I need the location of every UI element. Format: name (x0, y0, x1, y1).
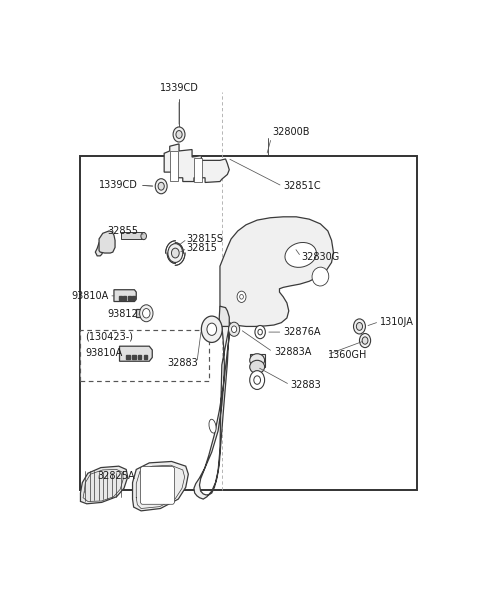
Polygon shape (219, 306, 229, 334)
Ellipse shape (312, 267, 329, 286)
Text: 32800B: 32800B (272, 127, 310, 137)
Text: 32855: 32855 (107, 226, 138, 236)
Polygon shape (136, 310, 144, 317)
Ellipse shape (250, 360, 264, 373)
Polygon shape (220, 217, 334, 326)
Text: 32883A: 32883A (274, 347, 311, 357)
Circle shape (240, 295, 243, 299)
Text: 1339CD: 1339CD (99, 180, 138, 190)
Text: 32883: 32883 (167, 357, 198, 368)
Circle shape (171, 248, 179, 258)
Circle shape (254, 376, 261, 384)
Bar (250, 354, 264, 367)
Circle shape (228, 322, 240, 336)
Circle shape (353, 319, 365, 334)
Text: 1339CD: 1339CD (160, 83, 198, 93)
Text: 93810A: 93810A (85, 348, 122, 358)
Circle shape (158, 182, 164, 190)
Text: 32815S: 32815S (186, 234, 224, 244)
Circle shape (140, 305, 153, 322)
Circle shape (168, 244, 183, 263)
Bar (132, 354, 135, 359)
Bar (138, 354, 142, 359)
Circle shape (258, 329, 263, 335)
Circle shape (176, 131, 182, 139)
Bar (126, 354, 130, 359)
Circle shape (231, 326, 237, 332)
Bar (81, 156, 417, 489)
Circle shape (356, 323, 362, 331)
Polygon shape (99, 231, 115, 253)
Circle shape (141, 233, 146, 240)
Polygon shape (170, 151, 178, 181)
Polygon shape (96, 233, 109, 256)
Circle shape (155, 178, 167, 194)
Bar (119, 296, 122, 300)
Text: 32876A: 32876A (283, 327, 321, 337)
Text: 1360GH: 1360GH (328, 349, 367, 360)
Bar (123, 296, 126, 300)
Circle shape (360, 334, 371, 348)
Text: 1310JA: 1310JA (380, 316, 414, 327)
Polygon shape (194, 326, 229, 499)
Polygon shape (81, 466, 128, 504)
Polygon shape (114, 290, 136, 301)
Circle shape (173, 127, 185, 142)
Circle shape (255, 326, 265, 338)
Circle shape (143, 309, 150, 318)
Polygon shape (120, 346, 152, 361)
Circle shape (362, 337, 368, 344)
Circle shape (250, 371, 264, 389)
Text: 32883: 32883 (290, 380, 322, 390)
Bar (132, 296, 135, 300)
FancyBboxPatch shape (140, 467, 175, 504)
Ellipse shape (250, 354, 264, 367)
Text: 32830G: 32830G (302, 252, 340, 262)
Text: 32825A: 32825A (97, 470, 135, 481)
Bar (81, 330, 209, 381)
Circle shape (237, 291, 246, 302)
Ellipse shape (285, 243, 316, 268)
Polygon shape (194, 158, 202, 181)
Bar (121, 232, 144, 240)
Text: 32851C: 32851C (283, 181, 321, 191)
Text: (130423-): (130423-) (85, 332, 133, 342)
Text: 32815: 32815 (186, 243, 217, 254)
Bar (144, 354, 147, 359)
Text: 93812: 93812 (108, 309, 138, 319)
Circle shape (202, 316, 222, 342)
Ellipse shape (209, 419, 216, 433)
Circle shape (207, 323, 216, 335)
Bar (128, 296, 131, 300)
Polygon shape (132, 461, 188, 511)
Text: 93810A: 93810A (71, 291, 108, 301)
Polygon shape (164, 144, 229, 183)
